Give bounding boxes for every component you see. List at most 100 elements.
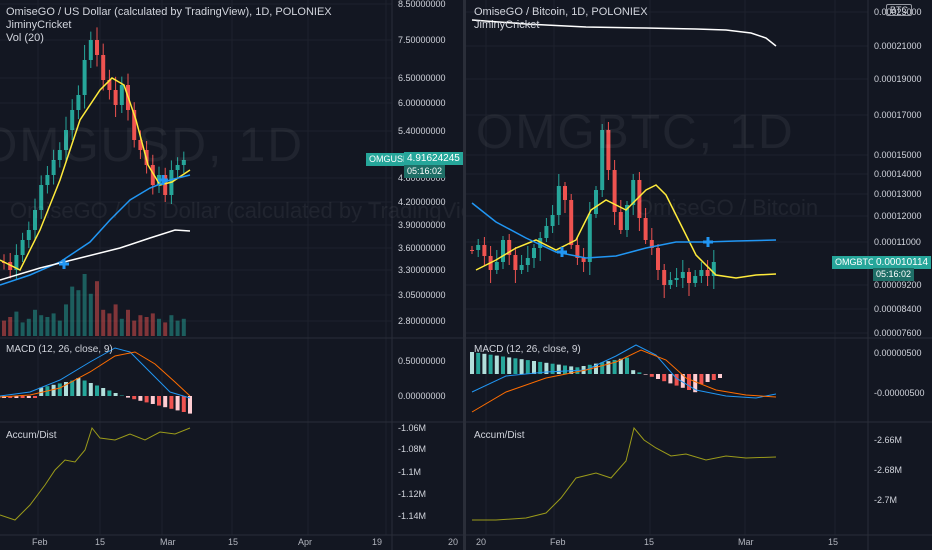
left-macd-histogram-bar	[144, 396, 149, 403]
right-macd-tick: -0.00000500	[874, 388, 925, 398]
right-macd-histogram-bar	[631, 370, 636, 374]
left-volume-bar	[76, 290, 81, 336]
right-signal-line	[471, 349, 777, 413]
right-macd-title[interactable]: MACD (12, 26, close, 9)	[474, 344, 581, 355]
right-macd-histogram-bar	[643, 374, 648, 375]
left-macd-tick: 0.00000000	[398, 391, 446, 401]
left-ad-tick: -1.14M	[398, 511, 426, 521]
right-macd-tick: 0.00000500	[874, 348, 922, 358]
left-chart-pane[interactable]: 8.50000000 7.50000000 6.50000000 6.00000000…	[0, 0, 463, 550]
right-time-tick: 15	[828, 537, 838, 547]
left-price-tick: 6.50000000	[398, 73, 446, 83]
left-signal-line	[0, 351, 191, 398]
left-candle-body	[163, 175, 168, 195]
right-ad-tick: -2.68M	[874, 465, 902, 475]
right-countdown: 05:16:02	[873, 268, 915, 281]
left-macd-histogram-bar	[181, 396, 186, 412]
left-volume-bar	[163, 322, 168, 336]
currency-badge[interactable]: BTC	[886, 4, 912, 16]
left-macd-histogram-bar	[188, 396, 192, 414]
left-macd-histogram-bar	[8, 396, 13, 398]
left-volume-bar	[169, 315, 174, 336]
right-macd-histogram-bar	[680, 374, 685, 388]
left-macd-histogram-bar	[150, 396, 155, 404]
left-macd-histogram-bar	[33, 396, 37, 398]
right-candle-body	[587, 214, 592, 262]
right-macd-histogram-bar	[507, 357, 512, 374]
left-candle-body	[101, 55, 106, 80]
right-candle-body	[711, 262, 716, 276]
left-volume-bar	[126, 309, 130, 336]
right-macd-histogram-bar	[600, 362, 605, 374]
right-price-tick: 0.00017000	[874, 110, 922, 120]
left-ad-tick: -1.08M	[398, 444, 426, 454]
right-macd-histogram-bar	[674, 374, 679, 386]
right-macd-histogram-bar	[550, 363, 555, 374]
right-macd-histogram-bar	[488, 354, 493, 374]
right-candle-body	[643, 218, 648, 240]
left-ad-title[interactable]: Accum/Dist	[6, 430, 57, 441]
left-candle-body	[39, 185, 44, 210]
right-chart-pane[interactable]: 0.00023000 0.00021000 0.00019000 0.00017000…	[466, 0, 932, 550]
right-candle-body	[525, 258, 530, 265]
left-macd-histogram-bar	[88, 383, 93, 396]
right-candle-body	[637, 180, 642, 218]
right-macd-histogram-bar	[699, 374, 704, 384]
left-ma-slow-line	[0, 229, 191, 281]
right-candle-body	[575, 245, 580, 258]
right-macd-histogram-bar	[569, 366, 574, 374]
right-macd-histogram-bar	[705, 374, 710, 382]
right-macd-histogram-bar	[513, 358, 518, 374]
left-ad-tick: -1.12M	[398, 489, 426, 499]
right-candle-body	[693, 276, 698, 283]
left-volume-bar	[45, 317, 50, 336]
right-candle-body	[668, 280, 673, 285]
left-ad-tick: -1.06M	[398, 423, 426, 433]
left-candle-body	[14, 255, 19, 270]
left-candle-body	[82, 60, 87, 95]
left-volume-bar	[33, 309, 37, 336]
left-chart-canvas[interactable]: 8.50000000 7.50000000 6.50000000 6.00000000…	[0, 0, 463, 550]
left-volume-bar	[64, 304, 68, 336]
right-candle-body	[470, 250, 474, 251]
left-time-tick: 15	[228, 537, 238, 547]
right-chart-canvas[interactable]: 0.00023000 0.00021000 0.00019000 0.00017000…	[466, 0, 932, 550]
left-time-tick: 19	[372, 537, 382, 547]
left-price-tick: 3.90000000	[398, 220, 446, 230]
left-volume-bar	[8, 317, 13, 336]
left-macd-tick: 0.50000000	[398, 356, 446, 366]
right-price-tick: 0.00007600	[874, 328, 922, 338]
left-candle-body	[181, 160, 186, 165]
left-macd-histogram-bar	[26, 396, 31, 398]
right-macd-histogram-bar	[532, 361, 536, 374]
left-price-tick: 3.60000000	[398, 243, 446, 253]
left-volume-bar	[113, 304, 118, 336]
left-candle-body	[26, 230, 31, 240]
left-volume-bar	[144, 317, 149, 336]
left-macd-histogram-bar	[101, 388, 106, 396]
right-ad-tick: -2.7M	[874, 495, 897, 505]
right-candle-body	[625, 205, 629, 230]
right-macd-histogram-bar	[501, 356, 505, 374]
left-price-tick: 5.40000000	[398, 126, 446, 136]
right-price-tick: 0.00009200	[874, 280, 922, 290]
right-candle-body	[600, 130, 605, 190]
right-candle-body	[612, 170, 617, 212]
right-candle-body	[699, 270, 704, 276]
right-price-tick: 0.00008400	[874, 304, 922, 314]
right-candle-body	[687, 272, 691, 283]
right-macd-histogram-bar	[625, 357, 629, 374]
left-candle-body	[8, 262, 13, 270]
right-macd-histogram-bar	[656, 374, 660, 379]
left-macd-histogram-bar	[113, 393, 118, 396]
left-macd-line	[0, 347, 191, 399]
right-macd-histogram-bar	[693, 374, 698, 393]
right-ad-title[interactable]: Accum/Dist	[474, 430, 525, 441]
pane-divider[interactable]	[463, 0, 466, 550]
left-macd-title[interactable]: MACD (12, 26, close, 9)	[6, 344, 113, 355]
right-candle-body	[618, 212, 623, 230]
right-price-tick: 0.00021000	[874, 41, 922, 51]
right-candle-body	[482, 245, 487, 256]
left-macd-histogram-bar	[51, 384, 56, 396]
right-candle-body	[532, 248, 536, 258]
